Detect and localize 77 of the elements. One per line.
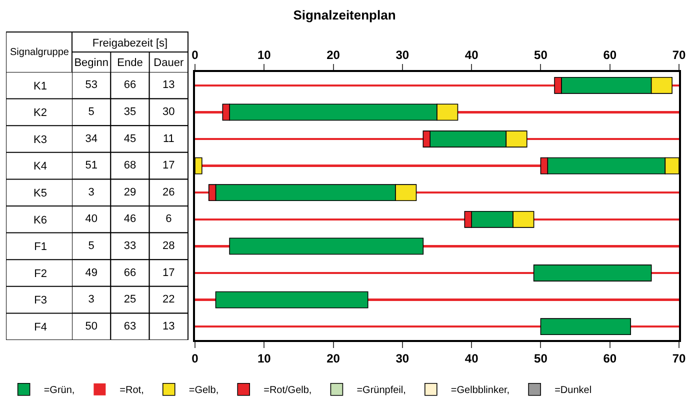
- bar: [229, 238, 424, 255]
- bar: [195, 245, 230, 248]
- bar: [416, 192, 679, 194]
- data-label: 17: [162, 266, 175, 279]
- y-tick-label: K4: [34, 160, 47, 173]
- bar: [533, 264, 652, 282]
- y-tick-label: F1: [34, 241, 47, 254]
- x-axis-title: Freigabezeit [s]: [92, 37, 168, 50]
- x-tick-label: 20: [326, 351, 340, 366]
- bar: [458, 111, 679, 114]
- data-label: 66: [124, 79, 136, 92]
- bar: [540, 318, 631, 336]
- data-label: 33: [124, 240, 136, 252]
- bar: [195, 272, 534, 274]
- chart-title: Signalzeitenplan: [293, 7, 396, 22]
- legend-label: =Gelb,: [188, 385, 219, 396]
- data-label: 53: [85, 79, 98, 92]
- bar: [195, 298, 216, 301]
- legend-label: =Gelbblinker,: [450, 385, 510, 396]
- x-tick-label: 30: [396, 351, 410, 366]
- data-label: 13: [162, 320, 175, 332]
- bar: [526, 138, 679, 140]
- legend-label: =Grünpfeil,: [356, 385, 406, 396]
- data-label: 3: [88, 186, 94, 198]
- data-label: 28: [162, 240, 175, 252]
- y-tick-label: F3: [34, 294, 47, 307]
- legend-label: =Rot/Gelb,: [264, 385, 312, 396]
- data-label: 46: [124, 213, 136, 226]
- y-tick-label: F2: [34, 268, 47, 280]
- y-tick-label: K1: [34, 80, 47, 92]
- data-label: 26: [162, 186, 175, 198]
- data-label: 3: [88, 294, 94, 306]
- data-label: 68: [124, 160, 136, 172]
- x-tick-label: 70: [672, 351, 686, 366]
- bar: [534, 218, 679, 220]
- x-tick-label: 10: [257, 351, 272, 366]
- bar: [215, 291, 368, 308]
- x-tick-label: Beginn: [74, 56, 108, 69]
- y-tick-label: K3: [34, 134, 47, 146]
- bar: [423, 245, 679, 248]
- data-label: 29: [124, 186, 136, 198]
- data-label: 63: [124, 320, 136, 332]
- data-label: 5: [88, 240, 94, 252]
- data-label: 49: [85, 266, 98, 279]
- data-label: 17: [162, 160, 175, 172]
- bar: [630, 326, 679, 328]
- y-tick-label: K6: [34, 214, 47, 226]
- x-tick-label: 0: [192, 351, 199, 366]
- data-label: 50: [85, 320, 98, 332]
- data-label: 25: [124, 294, 136, 306]
- bar: [651, 272, 679, 274]
- data-label: 5: [88, 106, 94, 118]
- data-label: 30: [162, 106, 175, 118]
- x-tick-label: Ende: [117, 56, 143, 69]
- data-label: 11: [162, 132, 174, 145]
- text: Signalgruppe: [10, 47, 70, 58]
- bar: [368, 298, 679, 301]
- bar: [195, 326, 541, 328]
- data-label: 51: [85, 160, 98, 172]
- data-label: 34: [85, 132, 98, 145]
- legend-label: =Dunkel: [554, 385, 592, 396]
- y-tick-label: F4: [34, 321, 47, 334]
- data-label: 45: [124, 132, 136, 145]
- legend-label: =Grün,: [44, 385, 75, 396]
- data-label: 13: [162, 79, 175, 92]
- x-tick-label: 40: [464, 351, 479, 366]
- data-label: 6: [166, 213, 172, 226]
- legend-label: =Rot,: [120, 385, 144, 396]
- data-label: 22: [162, 294, 175, 306]
- data-label: 40: [85, 213, 98, 226]
- y-tick-label: K2: [34, 107, 47, 120]
- x-tick-label: 60: [603, 351, 617, 366]
- data-label: 66: [124, 266, 136, 279]
- x-tick-label: Dauer: [154, 56, 184, 69]
- y-tick-label: K5: [34, 187, 47, 200]
- data-label: 35: [124, 106, 136, 118]
- x-tick-label: 50: [534, 351, 548, 366]
